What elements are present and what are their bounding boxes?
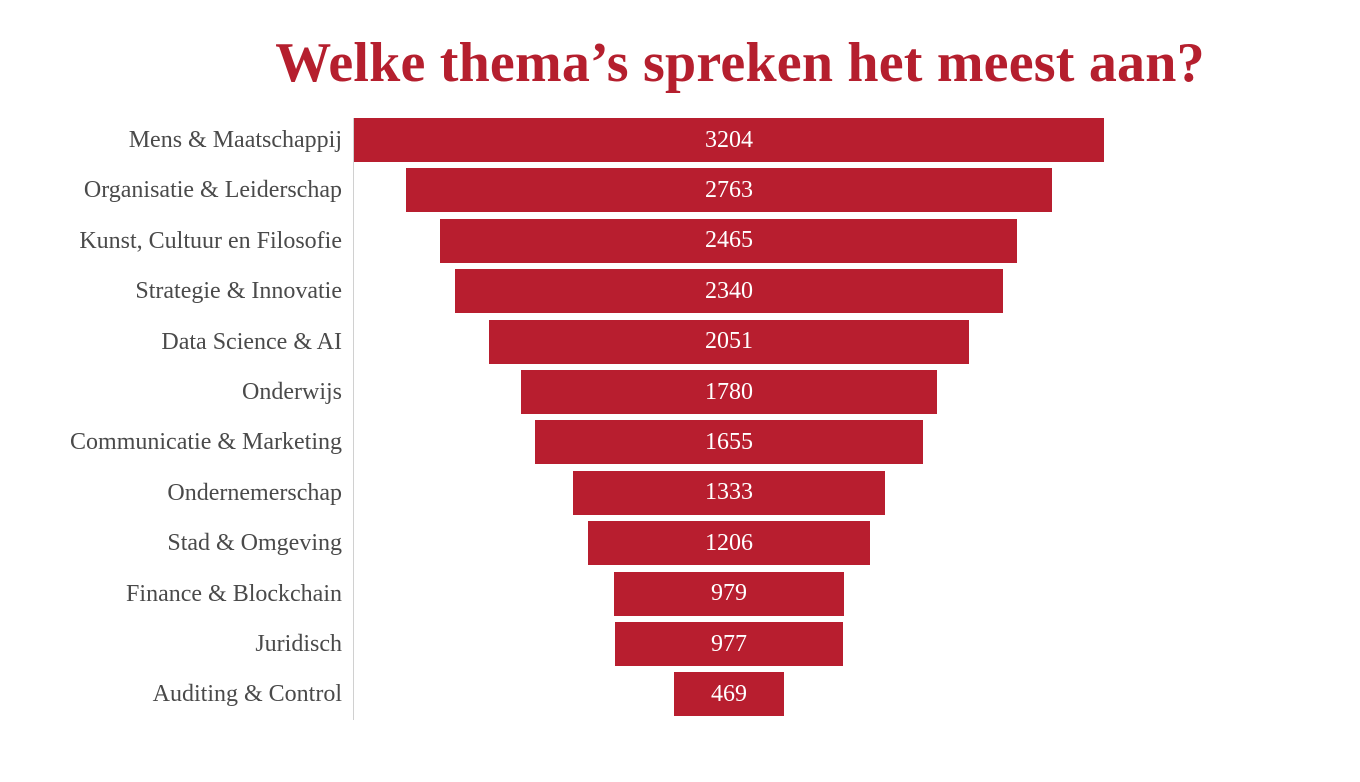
funnel-bar: 2340 — [455, 269, 1003, 314]
funnel-row: Finance & Blockchain 979 — [0, 571, 1360, 616]
category-label: Communicatie & Marketing — [70, 429, 342, 456]
bar-value-label: 979 — [710, 580, 747, 607]
category-label: Onderwijs — [242, 379, 342, 405]
funnel-bar: 1655 — [535, 420, 923, 465]
bar-value-label: 1333 — [704, 479, 753, 506]
funnel-bar: 2763 — [405, 168, 1053, 213]
funnel-row: Organisatie & Leiderschap 2763 — [0, 168, 1360, 213]
bar-value-label: 469 — [710, 680, 747, 707]
bar-value-label: 1780 — [704, 378, 753, 405]
category-label: Kunst, Cultuur en Filosofie — [79, 227, 342, 254]
funnel-bar: 1333 — [572, 470, 885, 515]
funnel-bar: 469 — [674, 672, 784, 717]
bar-value-label: 1655 — [704, 428, 753, 455]
funnel-bar: 2051 — [488, 319, 970, 364]
category-label: Organisatie & Leiderschap — [83, 177, 342, 204]
funnel-bar: 1206 — [587, 521, 871, 566]
category-label: Finance & Blockchain — [126, 580, 342, 607]
category-label: Auditing & Control — [152, 681, 342, 708]
bar-value-label: 2340 — [704, 277, 753, 304]
funnel-bar: 3204 — [354, 118, 1104, 162]
category-axis-line — [353, 118, 354, 720]
funnel-bar: 977 — [614, 622, 844, 666]
funnel-bar: 1780 — [520, 370, 938, 414]
funnel-row: Stad & Omgeving 1206 — [0, 521, 1360, 566]
bar-value-label: 3204 — [705, 126, 753, 153]
funnel-row: Kunst, Cultuur en Filosofie 2465 — [0, 218, 1360, 263]
funnel-row: Strategie & Innovatie 2340 — [0, 269, 1360, 314]
category-label: Strategie & Innovatie — [135, 278, 342, 305]
funnel-row: Juridisch 977 — [0, 622, 1360, 666]
bar-value-label: 977 — [710, 630, 747, 657]
funnel-row: Communicatie & Marketing 1655 — [0, 420, 1360, 465]
bar-value-label: 1206 — [704, 529, 753, 556]
funnel-row: Data Science & AI 2051 — [0, 319, 1360, 364]
bar-value-label: 2465 — [704, 227, 753, 254]
category-label: Ondernemerschap — [167, 479, 342, 506]
category-label: Juridisch — [255, 631, 342, 657]
bar-value-label: 2763 — [704, 176, 753, 203]
funnel-row: Ondernemerschap 1333 — [0, 470, 1360, 515]
category-label: Mens & Maatschappij — [128, 127, 342, 153]
funnel-row: Auditing & Control 469 — [0, 672, 1360, 717]
chart-title: Welke thema’s spreken het meest aan? — [275, 32, 1205, 94]
bar-value-label: 2051 — [704, 328, 753, 355]
funnel-bar: 2465 — [440, 218, 1018, 263]
category-label: Stad & Omgeving — [167, 530, 342, 557]
funnel-row: Onderwijs 1780 — [0, 370, 1360, 414]
category-label: Data Science & AI — [161, 328, 342, 355]
funnel-row: Mens & Maatschappij 3204 — [0, 118, 1360, 162]
funnel-bar: 979 — [614, 571, 844, 616]
